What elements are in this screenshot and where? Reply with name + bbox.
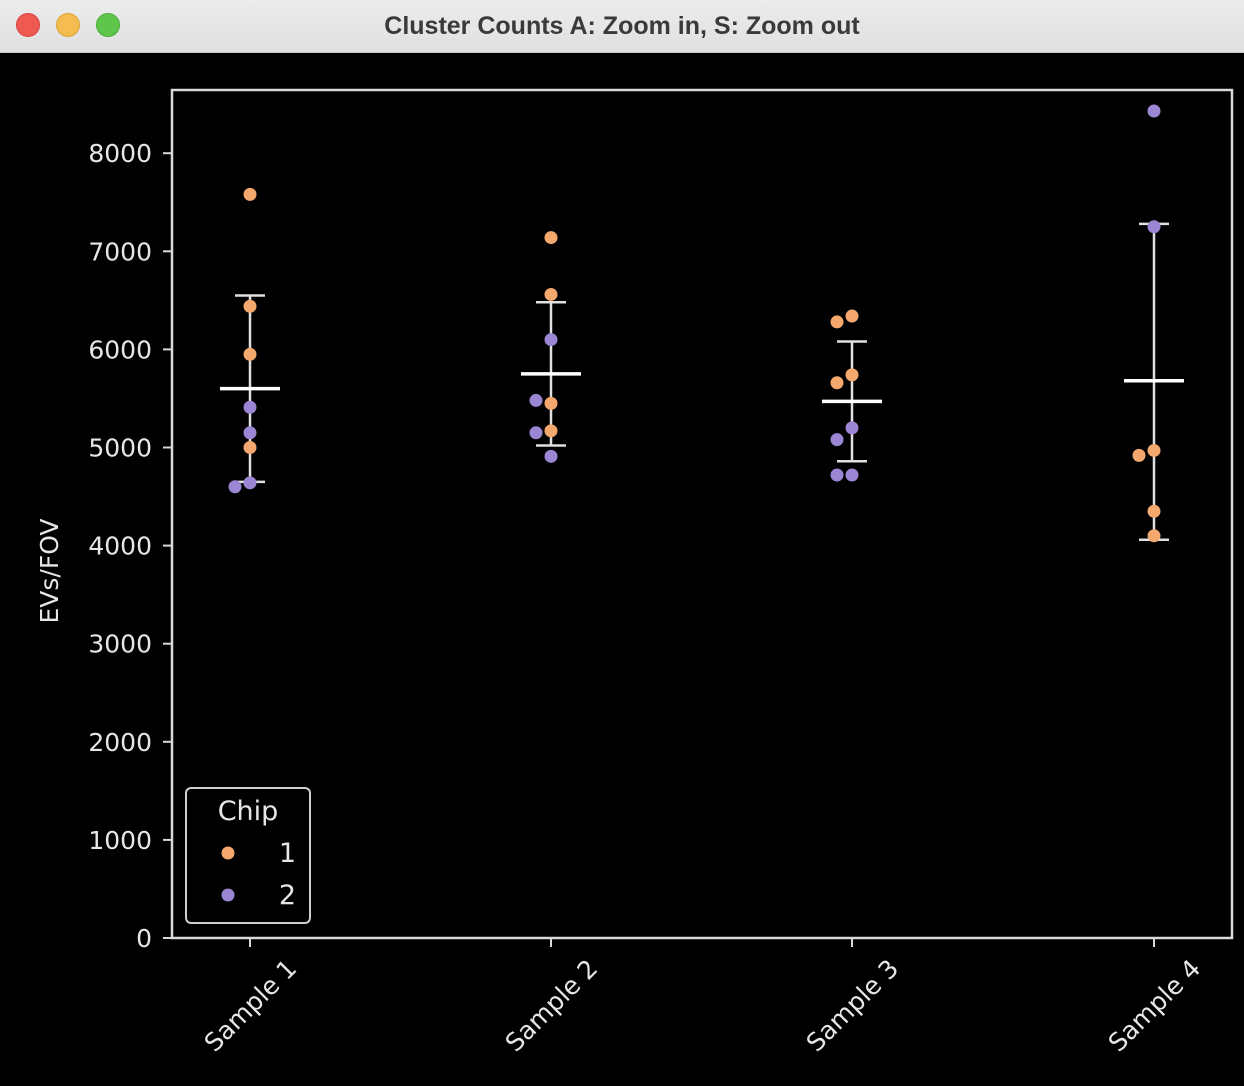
legend-label-chip-1: 1 <box>279 838 296 869</box>
data-point-chip-2 <box>830 468 844 482</box>
data-point-chip-2 <box>544 333 558 347</box>
data-point-chip-1 <box>1147 443 1161 457</box>
legend-box <box>185 787 311 924</box>
data-point-chip-2 <box>1147 104 1161 118</box>
data-point-chip-1 <box>544 424 558 438</box>
y-tick-label: 2000 <box>88 728 152 757</box>
data-point-chip-1 <box>544 396 558 410</box>
data-point-chip-2 <box>544 449 558 463</box>
data-point-chip-1 <box>243 441 257 454</box>
data-point-chip-1 <box>845 368 859 382</box>
x-tick-label: Sample 3 <box>801 954 905 1058</box>
data-point-chip-2 <box>243 476 257 490</box>
scatter-chart: 0 1000 2000 3000 4000 5000 6000 7000 8000 Sample… <box>35 88 1234 1058</box>
data-point-chip-2 <box>830 433 844 447</box>
legend-marker-chip-2 <box>221 888 235 902</box>
data-points <box>228 104 1161 543</box>
data-point-chip-2 <box>1147 220 1161 234</box>
window-title: Cluster Counts A: Zoom in, S: Zoom out <box>384 12 860 40</box>
y-axis: 0 1000 2000 3000 4000 5000 6000 7000 8000 <box>88 139 172 953</box>
y-tick-label: 1000 <box>88 826 152 855</box>
data-point-chip-1 <box>544 287 558 301</box>
legend: Chip 1 2 <box>185 787 311 924</box>
title-bar[interactable]: Cluster Counts A: Zoom in, S: Zoom out <box>0 0 1244 53</box>
minimize-button[interactable] <box>56 13 80 37</box>
y-tick-label: 5000 <box>88 434 152 463</box>
maximize-button[interactable] <box>96 13 120 37</box>
data-point-chip-1 <box>243 187 257 201</box>
y-tick-label: 7000 <box>88 237 152 266</box>
data-point-chip-1 <box>830 315 844 329</box>
close-button[interactable] <box>16 13 40 37</box>
data-point-chip-1 <box>830 376 844 390</box>
error-bars <box>220 222 1184 541</box>
data-point-chip-1 <box>1147 504 1161 518</box>
data-point-chip-1 <box>845 309 859 323</box>
data-point-chip-1 <box>544 231 558 245</box>
y-tick-label: 0 <box>136 924 152 953</box>
plot-frame <box>170 88 1234 940</box>
data-point-chip-1 <box>243 347 257 361</box>
legend-label-chip-2: 2 <box>279 880 296 911</box>
data-point-chip-2 <box>529 393 543 407</box>
data-point-chip-1 <box>1147 529 1161 543</box>
data-point-chip-2 <box>243 400 257 414</box>
data-point-chip-2 <box>228 480 242 494</box>
x-tick-label: Sample 1 <box>199 954 303 1058</box>
plot-canvas[interactable]: 0 1000 2000 3000 4000 5000 6000 7000 8000 Sample… <box>0 53 1244 1086</box>
y-axis-label: EVs/FOV <box>35 518 64 623</box>
data-point-chip-1 <box>243 299 257 313</box>
x-axis: Sample 1 Sample 2 Sample 3 Sample 4 <box>199 938 1207 1058</box>
data-point-chip-2 <box>243 426 257 440</box>
y-tick-label: 8000 <box>88 139 152 168</box>
y-tick-label: 6000 <box>88 335 152 364</box>
data-point-chip-2 <box>529 426 543 440</box>
data-point-chip-1 <box>1132 448 1146 462</box>
y-tick-label: 3000 <box>88 630 152 659</box>
x-tick-label: Sample 4 <box>1103 954 1207 1058</box>
data-point-chip-2 <box>845 468 859 482</box>
legend-marker-chip-1 <box>221 846 235 860</box>
x-tick-label: Sample 2 <box>500 954 604 1058</box>
legend-title: Chip <box>218 796 279 827</box>
y-tick-label: 4000 <box>88 532 152 561</box>
data-point-chip-2 <box>845 421 859 435</box>
